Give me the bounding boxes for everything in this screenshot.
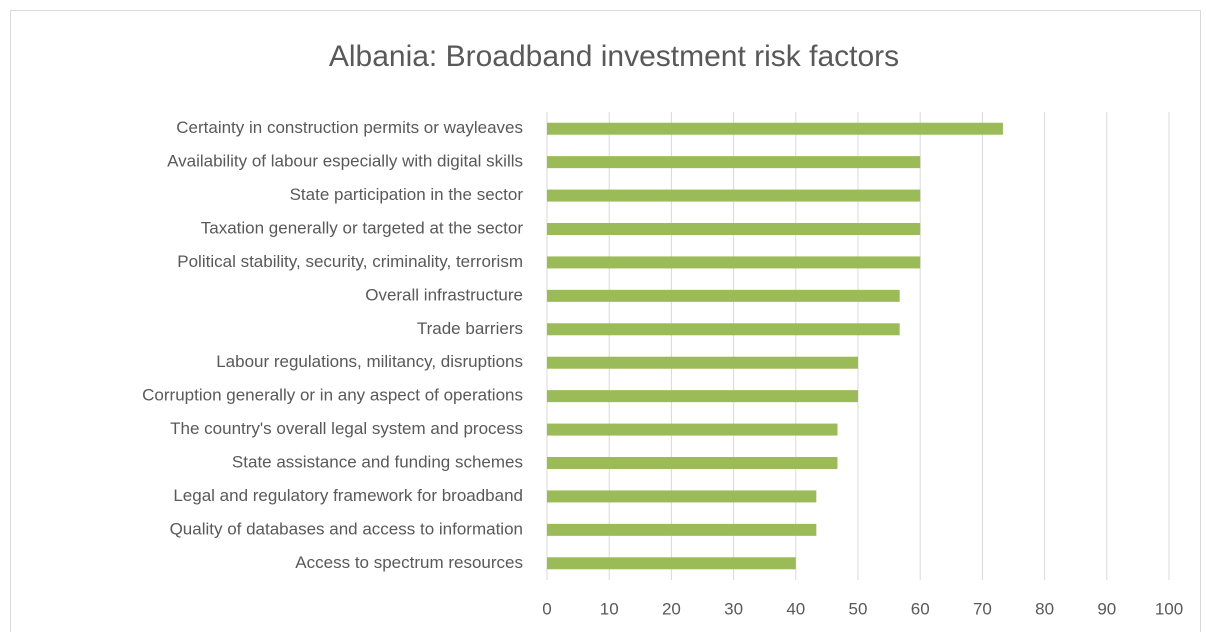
y-tick-label: Trade barriers [417,319,523,338]
y-tick-label: Overall infrastructure [365,285,523,304]
x-tick-label: 50 [849,599,868,618]
y-tick-label: Certainty in construction permits or way… [176,118,523,137]
y-tick-label: Political stability, security, criminali… [177,252,523,271]
y-tick-label: State participation in the sector [290,185,524,204]
y-tick-label: Corruption generally or in any aspect of… [142,386,523,405]
bar [547,457,838,469]
chart-title: Albania: Broadband investment risk facto… [329,40,899,73]
bar [547,122,1003,135]
x-tick-label: 90 [1097,599,1116,618]
x-tick-label: 100 [1155,599,1183,618]
x-tick-label: 20 [662,599,681,618]
y-tick-label: Availability of labour especially with d… [167,152,523,171]
x-tick-label: 70 [973,599,992,618]
bar [547,156,921,169]
bar [547,390,858,403]
x-tick-label: 10 [600,599,619,618]
bar [547,323,900,336]
x-tick-label: 40 [786,599,805,618]
x-tick-label: 80 [1035,599,1054,618]
bar [547,223,921,235]
y-tick-label: State assistance and funding schemes [232,452,523,471]
x-tick-label: 30 [724,599,743,618]
y-tick-label: Access to spectrum resources [295,553,523,572]
bar [547,356,858,369]
y-tick-label: Labour regulations, militancy, disruptio… [216,352,523,371]
bar [547,289,900,302]
x-tick-label: 60 [911,599,930,618]
y-tick-label: The country's overall legal system and p… [170,419,523,438]
y-tick-label: Taxation generally or targeted at the se… [201,218,524,237]
bar [547,189,921,202]
bar [547,423,838,436]
x-tick-label: 0 [542,599,551,618]
bar [547,256,921,269]
bar [547,523,817,536]
y-tick-label: Legal and regulatory framework for broad… [173,486,523,505]
y-tick-label: Quality of databases and access to infor… [170,519,523,538]
bar [547,557,796,570]
bar [547,490,817,503]
chart-frame [10,10,1201,632]
